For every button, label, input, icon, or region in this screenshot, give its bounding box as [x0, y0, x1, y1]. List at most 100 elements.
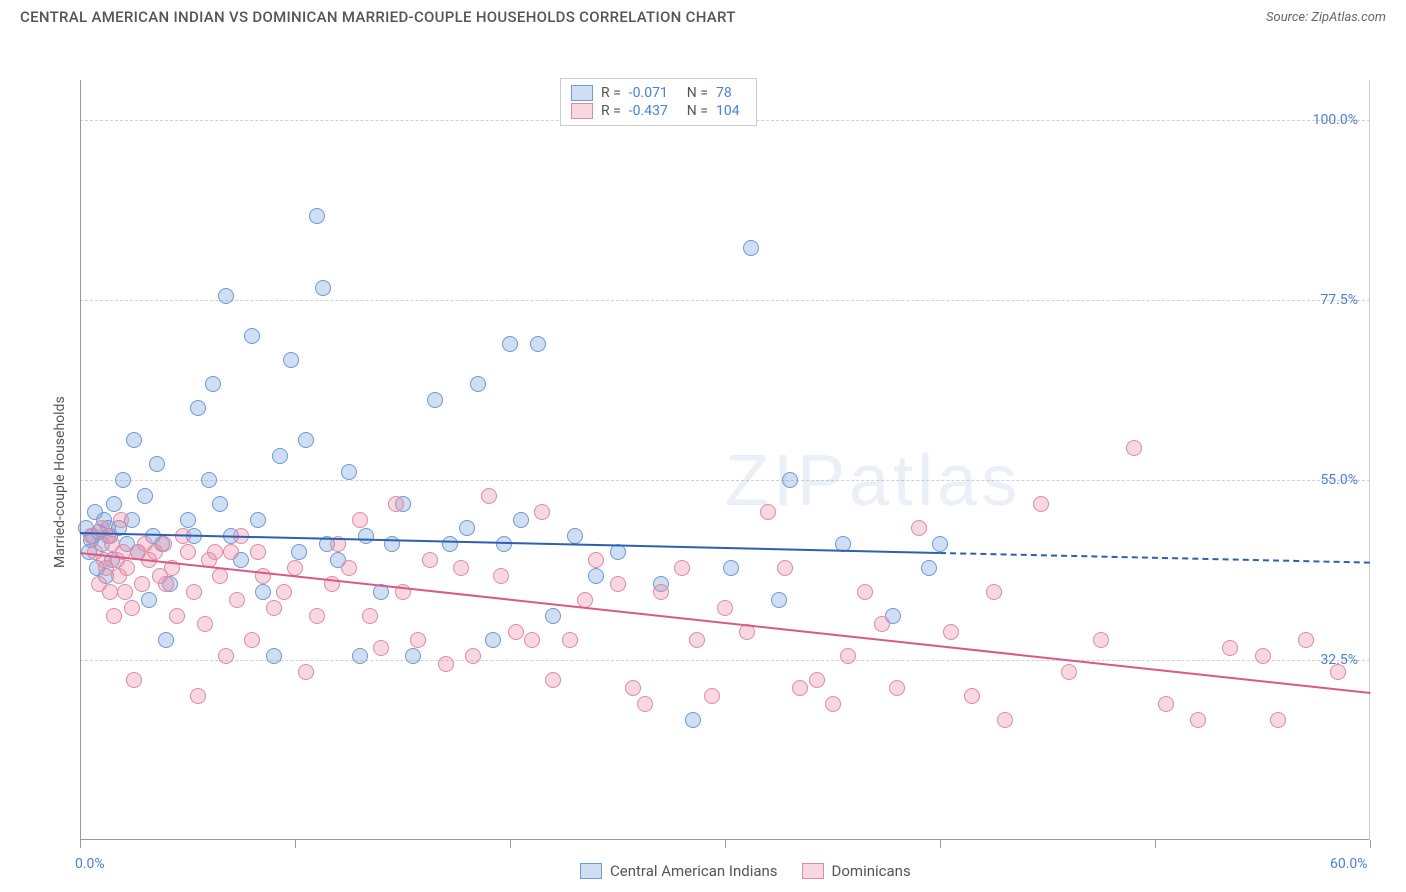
scatter-point	[156, 536, 172, 552]
scatter-point	[1126, 440, 1142, 456]
legend-swatch	[802, 863, 824, 879]
scatter-point	[997, 712, 1013, 728]
scatter-point	[717, 600, 733, 616]
scatter-point	[637, 696, 653, 712]
scatter-point	[287, 560, 303, 576]
scatter-point	[481, 488, 497, 504]
scatter-point	[442, 536, 458, 552]
scatter-point	[1061, 664, 1077, 680]
scatter-point	[792, 680, 808, 696]
scatter-point	[809, 672, 825, 688]
scatter-point	[190, 688, 206, 704]
scatter-point	[921, 560, 937, 576]
scatter-point	[508, 624, 524, 640]
scatter-point	[493, 568, 509, 584]
scatter-point	[674, 560, 690, 576]
scatter-point	[126, 432, 142, 448]
x-tick-label: 60.0%	[1330, 856, 1368, 872]
stat-n-value: 104	[716, 103, 746, 119]
scatter-point	[341, 560, 357, 576]
scatter-point	[272, 448, 288, 464]
scatter-point	[723, 560, 739, 576]
scatter-point	[545, 608, 561, 624]
scatter-point	[513, 512, 529, 528]
gridline	[80, 300, 1370, 301]
scatter-point	[169, 608, 185, 624]
scatter-point	[315, 280, 331, 296]
scatter-point	[126, 672, 142, 688]
chart-header: CENTRAL AMERICAN INDIAN VS DOMINICAN MAR…	[0, 0, 1406, 30]
y-tick-label: 32.5%	[1320, 652, 1358, 668]
scatter-point	[704, 688, 720, 704]
axis-line	[1369, 80, 1370, 840]
scatter-point	[470, 376, 486, 392]
scatter-point	[298, 432, 314, 448]
trend-line	[940, 552, 1370, 564]
stats-row: R =-0.071N =78	[571, 85, 746, 101]
scatter-point	[250, 544, 266, 560]
scatter-point	[932, 536, 948, 552]
scatter-point	[373, 640, 389, 656]
stat-r-value: -0.071	[629, 85, 679, 101]
scatter-point	[777, 560, 793, 576]
scatter-point	[244, 328, 260, 344]
scatter-point	[438, 656, 454, 672]
scatter-point	[534, 504, 550, 520]
scatter-point	[180, 512, 196, 528]
scatter-point	[134, 576, 150, 592]
scatter-point	[689, 632, 705, 648]
x-tick-label: 0.0%	[75, 856, 105, 872]
scatter-point	[266, 648, 282, 664]
legend-swatch	[580, 863, 602, 879]
scatter-point	[212, 496, 228, 512]
scatter-point	[653, 584, 669, 600]
scatter-point	[465, 648, 481, 664]
y-tick-label: 100.0%	[1313, 112, 1358, 128]
scatter-point	[410, 632, 426, 648]
x-tick	[940, 840, 941, 848]
scatter-point	[229, 592, 245, 608]
scatter-point	[141, 592, 157, 608]
scatter-point	[341, 464, 357, 480]
scatter-point	[427, 392, 443, 408]
scatter-point	[782, 472, 798, 488]
scatter-point	[137, 488, 153, 504]
scatter-point	[309, 608, 325, 624]
axis-line	[80, 80, 81, 840]
stats-legend: R =-0.071N =78 R =-0.437N =104	[560, 78, 757, 126]
scatter-point	[244, 632, 260, 648]
scatter-point	[840, 648, 856, 664]
scatter-point	[874, 616, 890, 632]
y-axis-label: Married-couple Households	[52, 308, 68, 568]
scatter-point	[453, 560, 469, 576]
scatter-point	[1093, 632, 1109, 648]
scatter-point	[986, 584, 1002, 600]
scatter-point	[562, 632, 578, 648]
scatter-point	[422, 552, 438, 568]
scatter-point	[625, 680, 641, 696]
scatter-point	[545, 672, 561, 688]
stat-r-label: R =	[601, 103, 621, 119]
scatter-point	[352, 648, 368, 664]
scatter-point	[388, 496, 404, 512]
scatter-point	[524, 632, 540, 648]
bottom-legend: Central American IndiansDominicans	[580, 862, 911, 880]
scatter-point	[180, 544, 196, 560]
y-tick-label: 77.5%	[1320, 292, 1358, 308]
scatter-point	[502, 336, 518, 352]
stats-row: R =-0.437N =104	[571, 103, 746, 119]
x-tick	[510, 840, 511, 848]
scatter-point	[1158, 696, 1174, 712]
scatter-point	[106, 496, 122, 512]
scatter-point	[276, 584, 292, 600]
scatter-point	[825, 696, 841, 712]
scatter-point	[149, 456, 165, 472]
x-tick	[1155, 840, 1156, 848]
x-tick	[1370, 840, 1371, 848]
scatter-point	[190, 400, 206, 416]
scatter-point	[124, 600, 140, 616]
scatter-point	[207, 544, 223, 560]
scatter-point	[1270, 712, 1286, 728]
scatter-point	[743, 240, 759, 256]
scatter-point	[352, 512, 368, 528]
